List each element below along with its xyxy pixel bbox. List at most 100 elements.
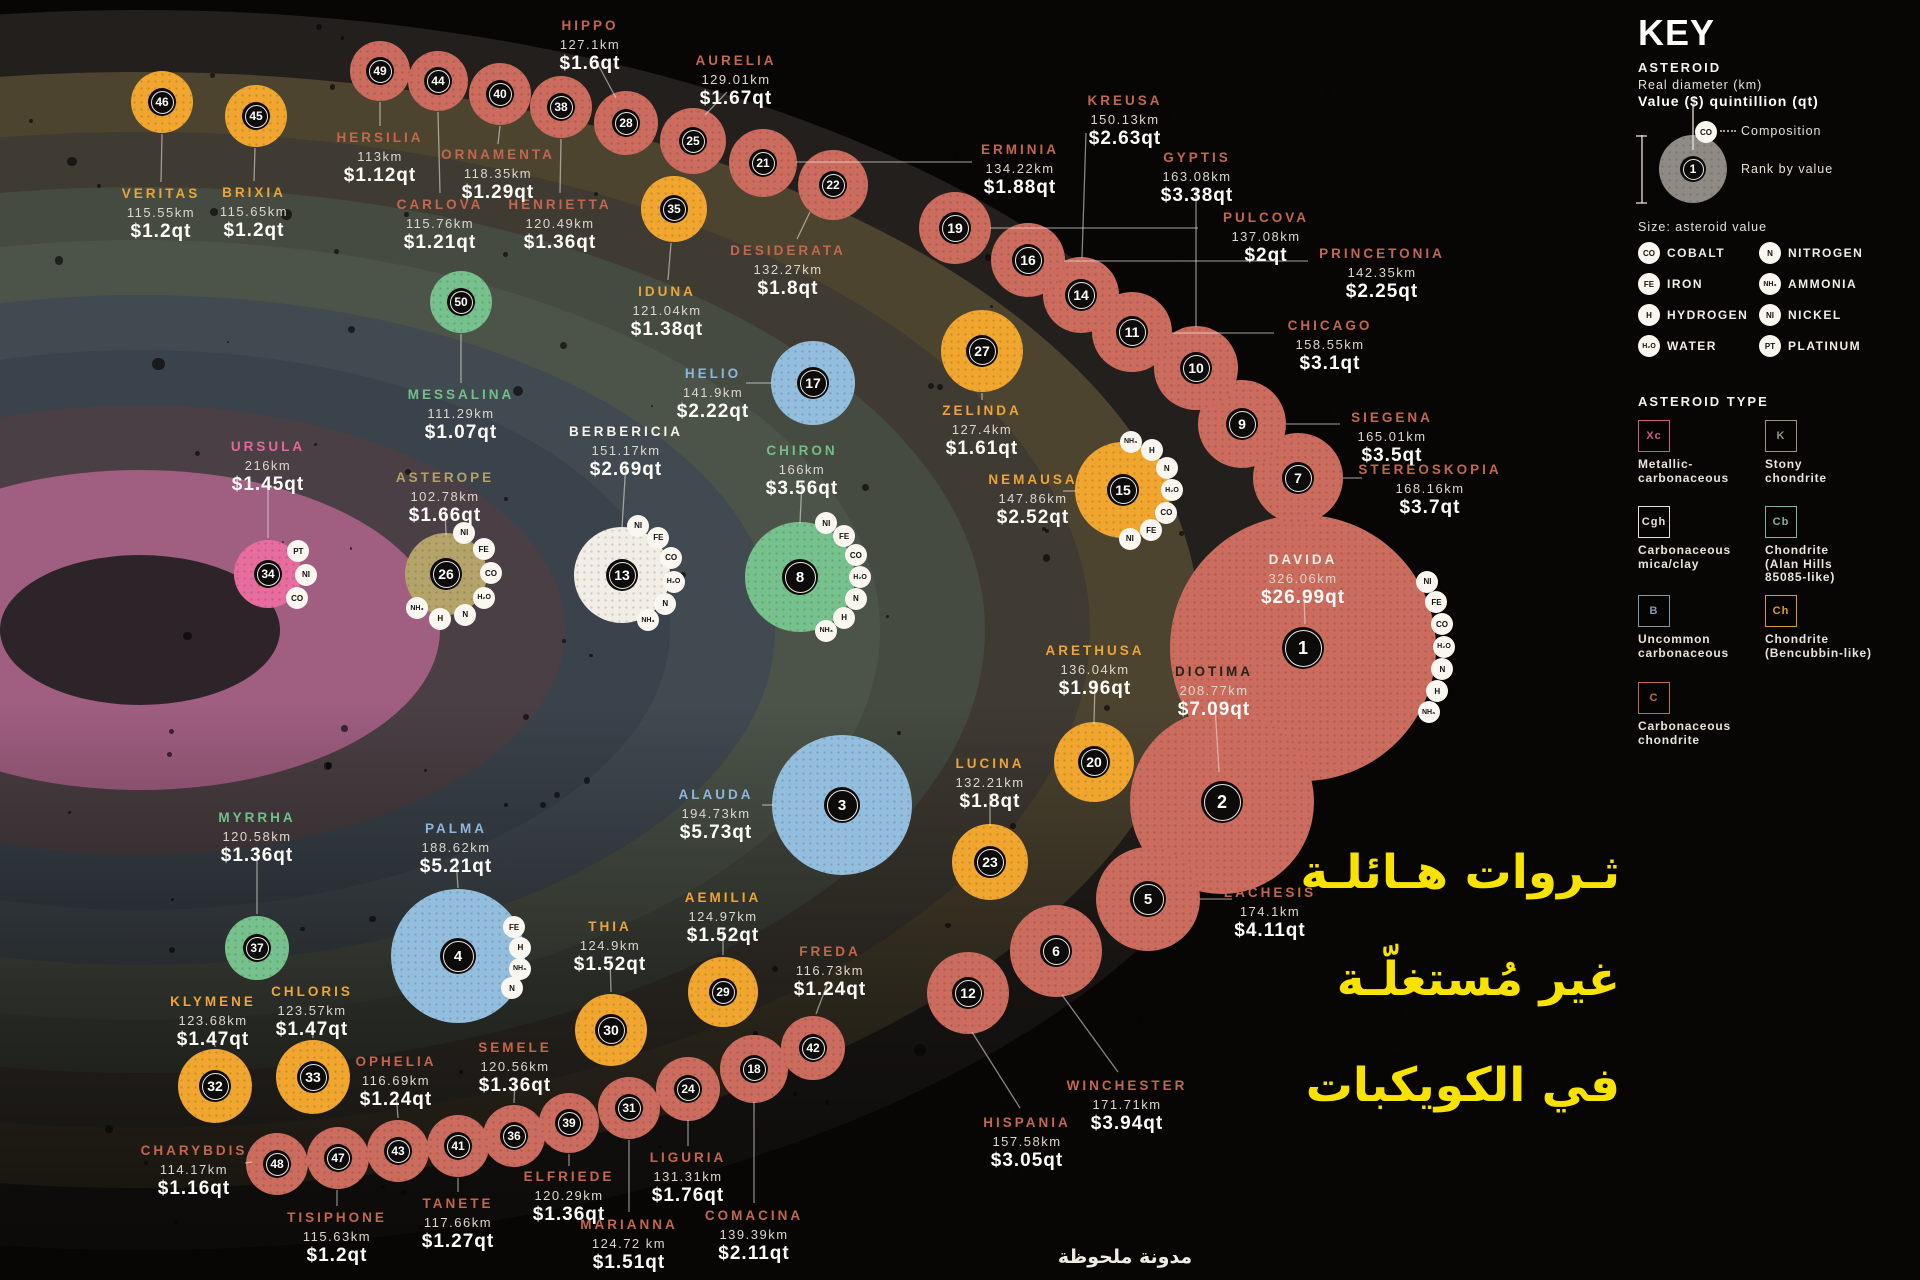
composition-chip-fe-davida: FE: [1425, 591, 1448, 614]
rank-badge-aurelia: 25: [679, 127, 707, 155]
speck-dot: [380, 1185, 385, 1190]
asteroid-diameter: 326.06km: [1268, 571, 1338, 586]
rank-number: 26: [438, 566, 454, 582]
asteroid-name: NEMAUSA: [988, 472, 1078, 487]
asteroid-diameter: 157.58km: [992, 1134, 1062, 1149]
asteroid-name: KREUSA: [1087, 93, 1163, 108]
rank-badge-charybdis: 48: [263, 1150, 291, 1178]
speck-dot: [405, 469, 412, 476]
asteroid-value: $5.21qt: [419, 856, 493, 877]
rank-badge-comacina: 18: [740, 1055, 768, 1083]
asteroid-value: $7.09qt: [1177, 699, 1251, 720]
leader-line-semele: [513, 1077, 516, 1104]
asteroid-value: $1.8qt: [959, 791, 1021, 812]
rank-number: 4: [453, 947, 463, 965]
rank-number: 21: [756, 156, 770, 170]
rank-number: 32: [207, 1078, 223, 1094]
asteroid-label-comacina: COMACINA 139.39km $2.11qt: [634, 1208, 874, 1265]
type-label-c: Carbonaceous chondrite: [1638, 719, 1731, 747]
key-chip-label-hydrogen: HYDROGEN: [1667, 308, 1749, 322]
composition-chip-co-asterope: CO: [479, 562, 502, 585]
asteroid-value: $1.8qt: [757, 278, 819, 299]
speck-dot: [771, 966, 778, 972]
asteroid-diameter: 194.73km: [681, 806, 751, 821]
speck-dot: [68, 810, 72, 814]
asteroid-name: WINCHESTER: [1066, 1078, 1188, 1093]
rank-badge-gyptis: 10: [1180, 352, 1212, 384]
leader-line-iduna: [667, 242, 672, 281]
rank-badge-hispania: 12: [952, 977, 984, 1009]
asteroid-bubble-aurelia: [660, 108, 726, 174]
asteroid-label-pulcova: PULCOVA 137.08km $2qt: [1146, 210, 1386, 267]
composition-chip-nh₃-chiron: NH₃: [815, 619, 838, 642]
rank-number: 16: [1020, 252, 1036, 268]
speck-dot: [152, 357, 165, 371]
speck-dot: [1071, 124, 1077, 129]
leader-line-winchester: [1061, 994, 1119, 1073]
rank-badge-kreusa: 14: [1065, 279, 1097, 311]
asteroid-diameter: 111.29km: [427, 406, 495, 421]
asteroid-diameter: 171.71km: [1092, 1097, 1162, 1112]
leader-line-veritas: [160, 133, 163, 183]
type-box-cb: Cb: [1765, 506, 1797, 538]
speck-dot: [1136, 1016, 1142, 1022]
speck-dot: [1399, 1009, 1405, 1015]
rank-number: 39: [562, 1116, 576, 1130]
asteroid-label-semele: SEMELE 120.56km $1.36qt: [395, 1040, 635, 1097]
asteroid-label-berbericia: BERBERICIA 151.17km $2.69qt: [506, 424, 746, 481]
key-type-heading: ASTEROID TYPE: [1638, 394, 1769, 409]
title-line-2: غير مُستغلّـة: [1336, 952, 1620, 1007]
key-composition-leader: [1720, 130, 1736, 132]
asteroid-name: FREDA: [799, 944, 861, 959]
speck-dot: [1009, 823, 1016, 830]
type-label-cb: Chondrite (Alan Hills 85085-like): [1765, 543, 1836, 584]
asteroid-bubble-hispania: [927, 952, 1009, 1034]
speck-dot: [333, 248, 339, 254]
type-label-k: Stony chondrite: [1765, 457, 1827, 485]
asteroid-value: $1.51qt: [592, 1252, 666, 1273]
asteroid-bubble-myrrha: [225, 916, 289, 980]
asteroid-diameter: 208.77km: [1179, 683, 1249, 698]
asteroid-label-siegena: SIEGENA 165.01km $3.5qt: [1272, 410, 1512, 467]
asteroid-diameter: 127.1km: [559, 37, 621, 52]
speck-dot: [824, 1100, 830, 1105]
rank-number: 24: [681, 1082, 695, 1096]
asteroid-diameter: 120.49km: [525, 216, 595, 231]
rank-badge-messalina: 50: [447, 288, 475, 316]
asteroid-name: LIGURIA: [649, 1150, 727, 1165]
rank-number: 38: [554, 100, 568, 114]
asteroid-diameter: 132.27km: [753, 262, 823, 277]
asteroid-label-helio: HELIO 141.9km $2.22qt: [593, 366, 833, 423]
rank-badge-ornamenta: 40: [486, 80, 514, 108]
asteroid-label-hippo: HIPPO 127.1km $1.6qt: [470, 18, 710, 75]
leader-line-kreusa: [1081, 132, 1087, 259]
asteroid-value: $1.24qt: [359, 1089, 433, 1110]
asteroid-label-ophelia: OPHELIA 116.69km $1.24qt: [276, 1054, 516, 1111]
asteroid-diameter: 137.08km: [1231, 229, 1301, 244]
rank-number: 5: [1143, 890, 1153, 908]
asteroid-value: $1.36qt: [532, 1204, 606, 1225]
asteroid-name: LUCINA: [955, 756, 1025, 771]
speck-dot: [646, 1233, 650, 1238]
rank-badge-aemilia: 29: [709, 978, 737, 1006]
key-size-bracket-bottom-tick: [1636, 202, 1647, 204]
rank-number: 31: [622, 1101, 636, 1115]
speck-dot: [989, 198, 995, 204]
asteroid-diameter: 132.21km: [955, 775, 1025, 790]
rank-badge-siegena: 9: [1226, 408, 1258, 440]
rank-number: 17: [805, 375, 821, 391]
speck-dot: [793, 1091, 798, 1096]
speck-dot: [374, 1098, 379, 1103]
asteroid-diameter: 120.56km: [480, 1059, 550, 1074]
asteroid-value: $1.67qt: [699, 88, 773, 109]
asteroid-diameter: 113km: [357, 149, 403, 164]
asteroid-name: OPHELIA: [355, 1054, 437, 1069]
asteroid-label-charybdis: CHARYBDIS 114.17km $1.16qt: [74, 1143, 314, 1200]
leader-line-desiderata: [796, 211, 811, 240]
speck-dot: [340, 36, 345, 41]
asteroid-name: THIA: [588, 919, 632, 934]
asteroid-bubble-brixia: [225, 85, 287, 147]
speck-dot: [504, 803, 509, 808]
rank-badge-hersilia: 49: [366, 57, 394, 85]
rank-badge-ursula: 34: [254, 560, 282, 588]
